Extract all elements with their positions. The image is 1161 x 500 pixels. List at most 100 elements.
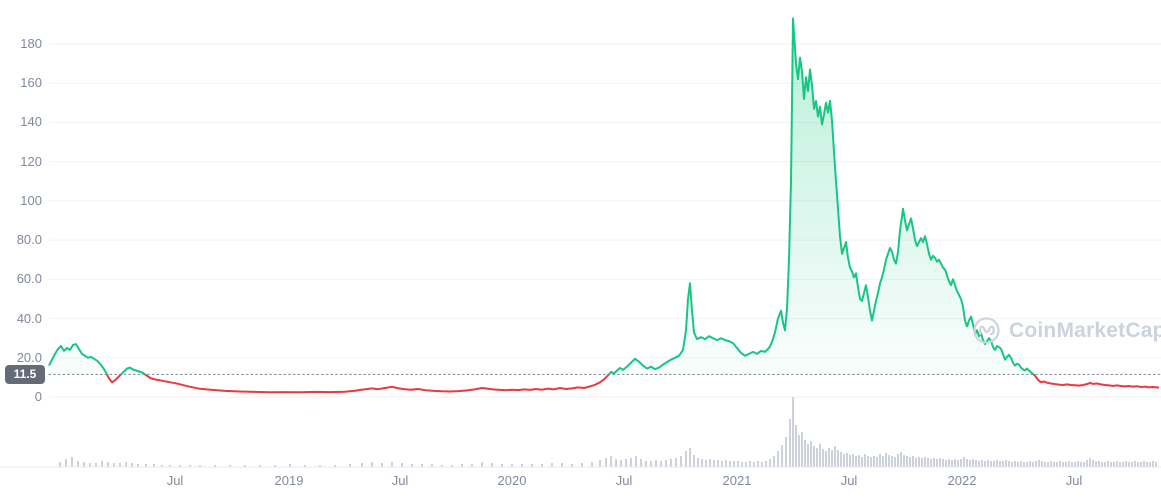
volume-bar xyxy=(259,465,261,467)
volume-bar xyxy=(289,464,291,467)
volume-bar xyxy=(630,458,632,467)
volume-bar xyxy=(840,452,842,467)
volume-bar xyxy=(1068,461,1070,467)
volume-bar xyxy=(745,462,747,467)
volume-bar xyxy=(996,460,998,467)
volume-bar xyxy=(993,461,995,467)
volume-bar xyxy=(960,459,962,467)
volume-bar xyxy=(511,464,513,467)
volume-bar xyxy=(274,465,276,467)
volume-bar xyxy=(199,465,201,467)
volume-bar xyxy=(371,462,373,467)
volume-bar xyxy=(737,461,739,467)
volume-bar xyxy=(1017,462,1019,467)
volume-bar xyxy=(879,454,881,467)
volume-bar xyxy=(481,462,483,467)
volume-bar xyxy=(825,451,827,467)
volume-bar xyxy=(391,462,393,467)
volume-bar xyxy=(229,465,231,467)
volume-bar xyxy=(1026,462,1028,467)
volume-bar xyxy=(131,463,133,467)
volume-bar xyxy=(1059,461,1061,467)
volume-bar xyxy=(665,460,667,467)
volume-bar xyxy=(1062,462,1064,467)
volume-bar xyxy=(1086,460,1088,467)
volume-bar xyxy=(1035,461,1037,467)
volume-bar xyxy=(1083,462,1085,467)
volume-bar xyxy=(927,458,929,467)
volume-bar xyxy=(900,452,902,467)
volume-bar xyxy=(921,458,923,467)
volume-bar xyxy=(978,461,980,467)
volume-bar xyxy=(501,464,503,467)
volume-bar xyxy=(1131,462,1133,467)
volume-bar xyxy=(984,461,986,467)
volume-bar xyxy=(670,459,672,467)
volume-bar xyxy=(541,464,543,467)
volume-bar xyxy=(610,456,612,467)
volume-bar xyxy=(705,460,707,467)
volume-bar xyxy=(125,462,127,467)
volume-bar xyxy=(471,464,473,467)
volume-bar xyxy=(189,465,191,467)
volume-bar xyxy=(721,461,723,467)
volume-bar xyxy=(421,464,423,467)
volume-bar xyxy=(798,435,800,467)
volume-bar xyxy=(161,465,163,467)
volume-bar xyxy=(915,458,917,467)
current-price-badge: 11.5 xyxy=(5,364,45,384)
volume-bar xyxy=(635,456,637,467)
volume-bar xyxy=(861,457,863,467)
volume-bar xyxy=(933,458,935,467)
volume-bar xyxy=(381,463,383,467)
volume-bar xyxy=(753,462,755,467)
volume-bar xyxy=(689,448,691,467)
volume-bar xyxy=(924,457,926,467)
volume-bar xyxy=(855,456,857,467)
volume-bar xyxy=(660,461,662,467)
volume-bar xyxy=(918,457,920,467)
volume-bar xyxy=(912,456,914,467)
volume-bar xyxy=(101,461,103,467)
volume-bar xyxy=(645,461,647,467)
volume-bar xyxy=(680,456,682,467)
volume-bar xyxy=(828,448,830,467)
volume-bar xyxy=(179,465,181,467)
volume-bar xyxy=(822,449,824,467)
volume-bar xyxy=(837,450,839,467)
volume-bar xyxy=(1110,462,1112,467)
volume-bar xyxy=(107,462,109,467)
volume-bar xyxy=(581,463,583,467)
volume-bar xyxy=(1029,461,1031,467)
volume-bar xyxy=(65,459,67,467)
volume-bar xyxy=(1140,462,1142,467)
volume-bar xyxy=(741,462,743,467)
volume-bar xyxy=(999,461,1001,467)
volume-bar xyxy=(431,464,433,467)
volume-bar xyxy=(441,465,443,467)
volume-bar xyxy=(521,464,523,467)
volume-bar xyxy=(1152,461,1154,467)
volume-bar xyxy=(795,425,797,467)
volume-bar xyxy=(713,460,715,467)
volume-bar xyxy=(1050,461,1052,467)
volume-bar xyxy=(640,459,642,467)
volume-bar xyxy=(939,458,941,467)
volume-bar xyxy=(909,457,911,467)
volume-bar xyxy=(615,459,617,467)
volume-bar xyxy=(729,461,731,467)
price-line-below xyxy=(105,374,1160,394)
volume-bar xyxy=(930,459,932,467)
volume-bar xyxy=(361,463,363,467)
volume-bar xyxy=(59,462,61,467)
volume-bar xyxy=(906,456,908,467)
volume-bar xyxy=(561,463,563,467)
volume-bar xyxy=(951,460,953,467)
volume-bar xyxy=(1089,458,1091,467)
volume-bar xyxy=(1116,461,1118,467)
coinmarketcap-watermark: CoinMarketCap xyxy=(973,317,1161,344)
volume-bar xyxy=(954,459,956,467)
volume-bar xyxy=(1038,460,1040,467)
